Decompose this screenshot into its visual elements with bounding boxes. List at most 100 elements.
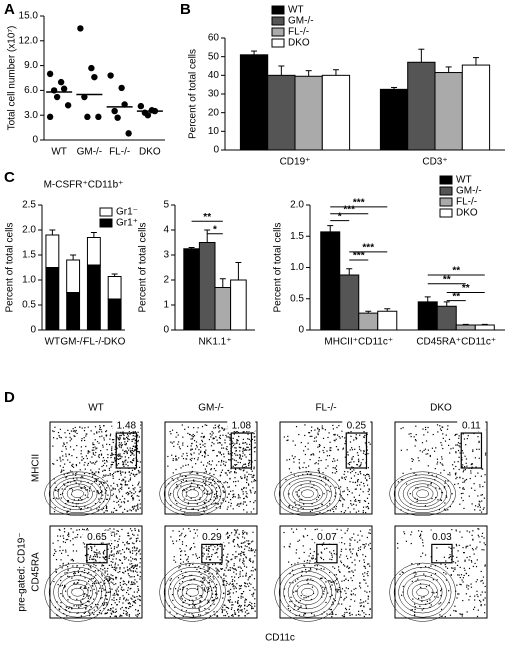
event-dot [84,494,86,496]
event-dot [175,455,177,457]
event-dot [253,578,256,580]
event-dot [224,545,226,547]
event-dot [349,605,351,607]
event-dot [101,597,103,599]
event-dot [243,497,245,500]
event-dot [358,510,360,512]
event-dot [236,601,239,603]
event-dot [350,430,352,433]
event-dot [478,599,481,602]
y-tick-label: 20 [208,107,220,118]
event-dot [207,462,209,464]
event-dot [252,587,254,589]
event-dot [355,438,357,440]
event-dot [446,428,449,430]
event-dot [244,501,246,503]
event-dot [181,541,184,543]
event-dot [120,471,122,473]
event-dot [445,434,447,436]
event-dot [212,587,215,589]
event-dot [223,592,225,594]
x-tick-label: DKO [139,147,161,158]
event-dot [198,608,200,610]
event-dot [251,481,253,483]
event-dot [251,476,253,478]
event-dot [195,444,198,447]
event-dot [229,437,231,439]
event-dot [463,552,465,554]
event-dot [134,602,137,604]
event-dot [454,474,457,476]
event-dot [232,465,234,467]
event-dot [185,480,188,482]
event-dot [246,533,248,535]
event-dot [244,598,247,600]
event-dot [124,583,126,585]
event-dot [94,426,97,428]
event-dot [351,570,353,572]
event-dot [351,561,353,564]
event-dot [55,489,57,492]
event-dot [93,576,96,578]
event-dot [367,585,369,587]
event-dot [121,444,123,446]
event-dot [62,595,64,597]
event-dot [419,583,422,585]
event-dot [96,554,98,556]
event-dot [133,581,135,584]
event-dot [358,585,361,587]
event-dot [227,599,229,601]
event-dot [96,606,98,608]
event-dot [289,572,291,575]
event-dot [235,454,237,456]
event-dot [254,491,256,493]
event-dot [227,469,229,472]
event-dot [126,437,129,439]
event-dot [332,603,334,605]
event-dot [219,507,221,509]
event-dot [104,594,106,597]
event-dot [297,578,299,580]
event-dot [80,586,82,588]
event-dot [203,571,206,573]
event-dot [429,606,431,608]
event-dot [205,471,207,473]
event-dot [239,609,241,611]
legend-label: Gr1⁻ [116,207,138,218]
event-dot [70,559,72,561]
event-dot [87,597,90,599]
event-dot [87,451,90,453]
event-dot [290,596,292,598]
event-dot [100,429,102,431]
event-dot [203,576,205,578]
event-dot [208,493,211,495]
event-dot [134,583,136,585]
event-dot [452,561,455,563]
event-dot [69,596,71,598]
event-dot [193,488,195,490]
event-dot [441,444,443,446]
event-dot [479,486,481,488]
event-dot [212,478,214,480]
event-dot [216,597,219,599]
event-dot [124,443,126,445]
event-dot [440,499,442,501]
event-dot [210,464,212,466]
contour [287,575,328,610]
event-dot [484,597,486,599]
event-dot [366,479,368,482]
contour [186,489,199,499]
event-dot [221,447,223,449]
event-dot [242,470,245,472]
event-dot [417,564,419,566]
event-dot [132,595,134,597]
event-dot [135,558,137,560]
event-dot [250,541,253,543]
event-dot [465,462,467,464]
event-dot [483,497,485,499]
gate-value: 0.11 [462,421,481,432]
legend-swatch [99,207,113,217]
event-dot [199,595,201,597]
event-dot [56,437,58,440]
event-dot [208,559,211,561]
